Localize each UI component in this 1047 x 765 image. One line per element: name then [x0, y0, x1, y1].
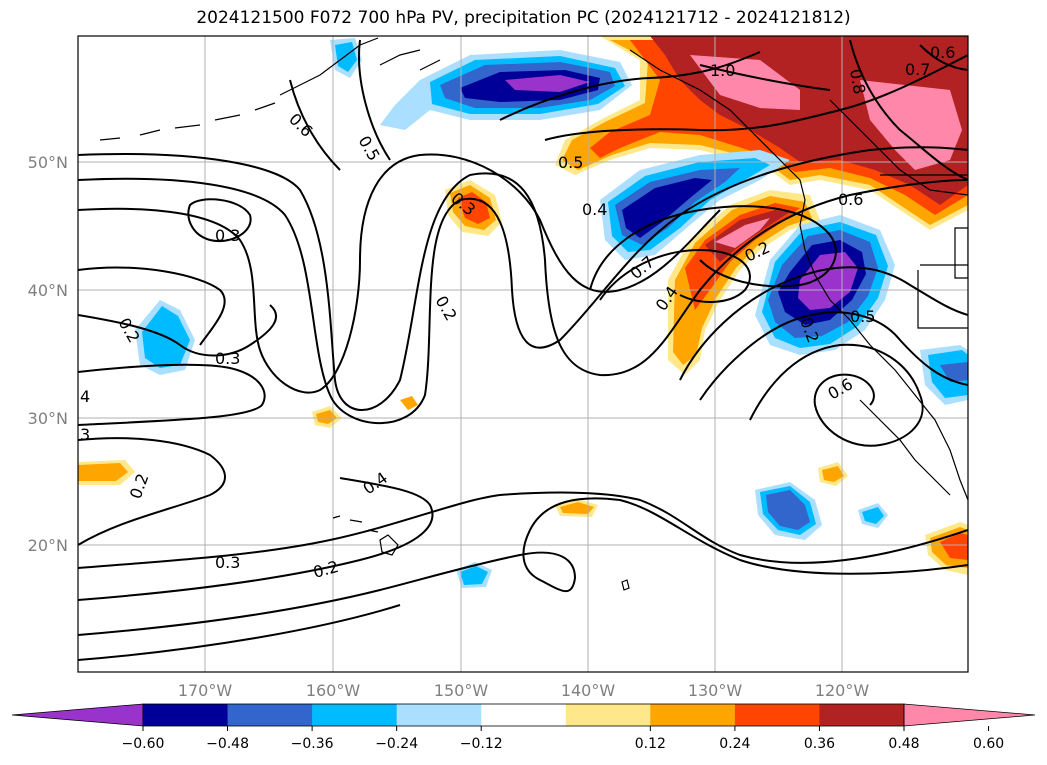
map-title: 2024121500 F072 700 hPa PV, precipitatio… [196, 8, 851, 28]
contour-label: 0.4 [582, 200, 607, 219]
lat-label: 20°N [28, 536, 68, 555]
colorbar-extend-high [903, 703, 1036, 727]
colorbar-tick-label: −0.36 [291, 736, 334, 752]
colorbar-segment [481, 704, 567, 726]
pv-contours [78, 39, 968, 661]
lon-label: 170°W [178, 681, 233, 700]
colorbar-tick-label: 0.60 [973, 736, 1004, 752]
contour-label: 1.0 [710, 61, 735, 80]
lon-label: 130°W [688, 681, 743, 700]
colorbar-frame [142, 703, 905, 727]
lon-label: 140°W [561, 681, 616, 700]
map-frame [77, 35, 969, 673]
contour-label: 3 [80, 425, 90, 444]
lon-label: 160°W [306, 681, 361, 700]
contour-label: 0.3 [215, 226, 240, 245]
colorbar-segment [312, 704, 398, 726]
colorbar-segment [227, 704, 313, 726]
contour-label: 4 [80, 387, 90, 406]
colorbar-tick-label: 0.48 [888, 736, 919, 752]
colorbar-tick-label: −0.60 [122, 736, 165, 752]
colorbar-extend-low [11, 703, 144, 727]
colorbar-segment [734, 704, 820, 726]
colorbar-tick-label: −0.12 [460, 736, 503, 752]
lon-label: 120°W [815, 681, 870, 700]
contour-label: 0.5 [558, 153, 583, 172]
colorbar-tick-label: 0.12 [635, 736, 666, 752]
colorbar-tick-label: −0.48 [206, 736, 249, 752]
contour-label: 0.6 [838, 190, 863, 209]
colorbar-tick-label: 0.36 [804, 736, 835, 752]
colorbar-segment [565, 704, 651, 726]
colorbar-segment [650, 704, 736, 726]
lat-label: 40°N [28, 281, 68, 300]
lon-label: 150°W [434, 681, 489, 700]
latitude-labels: 50°N 40°N 30°N 20°N [28, 153, 68, 555]
contour-label: 0.5 [850, 307, 875, 326]
colorbar-segment [143, 704, 229, 726]
contour-label: 0.7 [905, 60, 930, 79]
contour-label: 0.8 [846, 67, 869, 95]
longitude-labels: 170°W 160°W 150°W 140°W 130°W 120°W [178, 681, 870, 700]
colorbar-segment [396, 704, 482, 726]
colorbar: −0.60 −0.48 −0.36 −0.24 −0.12 0.12 0.24 0.36 0.4… [11, 703, 1036, 752]
precip-shading [78, 36, 968, 588]
contour-label: 0.3 [215, 349, 240, 368]
coastlines [99, 37, 968, 591]
lat-label: 50°N [28, 153, 68, 172]
contour-label: 0.6 [930, 43, 955, 62]
colorbar-segment [819, 704, 905, 726]
colorbar-tick-label: −0.24 [375, 736, 418, 752]
lat-label: 30°N [28, 409, 68, 428]
contour-label: 0.3 [215, 553, 240, 572]
colorbar-tick-label: 0.24 [719, 736, 750, 752]
